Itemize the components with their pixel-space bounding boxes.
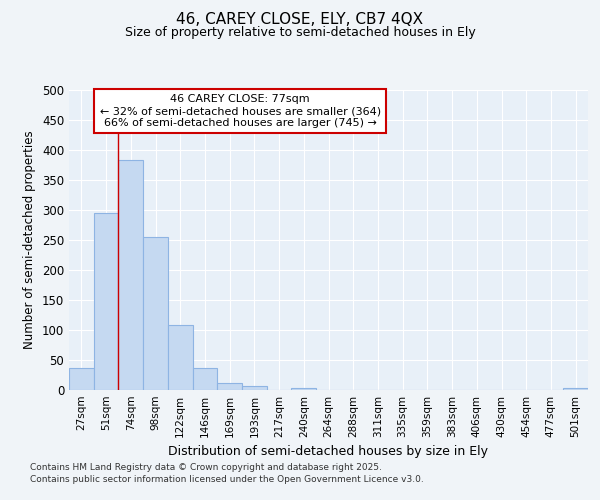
Bar [217,384,242,390]
Text: 46 CAREY CLOSE: 77sqm
← 32% of semi-detached houses are smaller (364)
66% of sem: 46 CAREY CLOSE: 77sqm ← 32% of semi-deta… [100,94,381,128]
Bar [118,160,143,390]
Bar [143,237,168,390]
Text: 46, CAREY CLOSE, ELY, CB7 4QX: 46, CAREY CLOSE, ELY, CB7 4QX [176,12,424,28]
Bar [242,386,267,390]
X-axis label: Distribution of semi-detached houses by size in Ely: Distribution of semi-detached houses by … [169,446,488,458]
Bar [69,368,94,390]
Text: Size of property relative to semi-detached houses in Ely: Size of property relative to semi-detach… [125,26,475,39]
Bar [94,213,118,390]
Bar [292,388,316,390]
Bar [193,368,217,390]
Bar [168,325,193,390]
Y-axis label: Number of semi-detached properties: Number of semi-detached properties [23,130,37,350]
Text: Contains HM Land Registry data © Crown copyright and database right 2025.: Contains HM Land Registry data © Crown c… [30,462,382,471]
Text: Contains public sector information licensed under the Open Government Licence v3: Contains public sector information licen… [30,475,424,484]
Bar [563,388,588,390]
